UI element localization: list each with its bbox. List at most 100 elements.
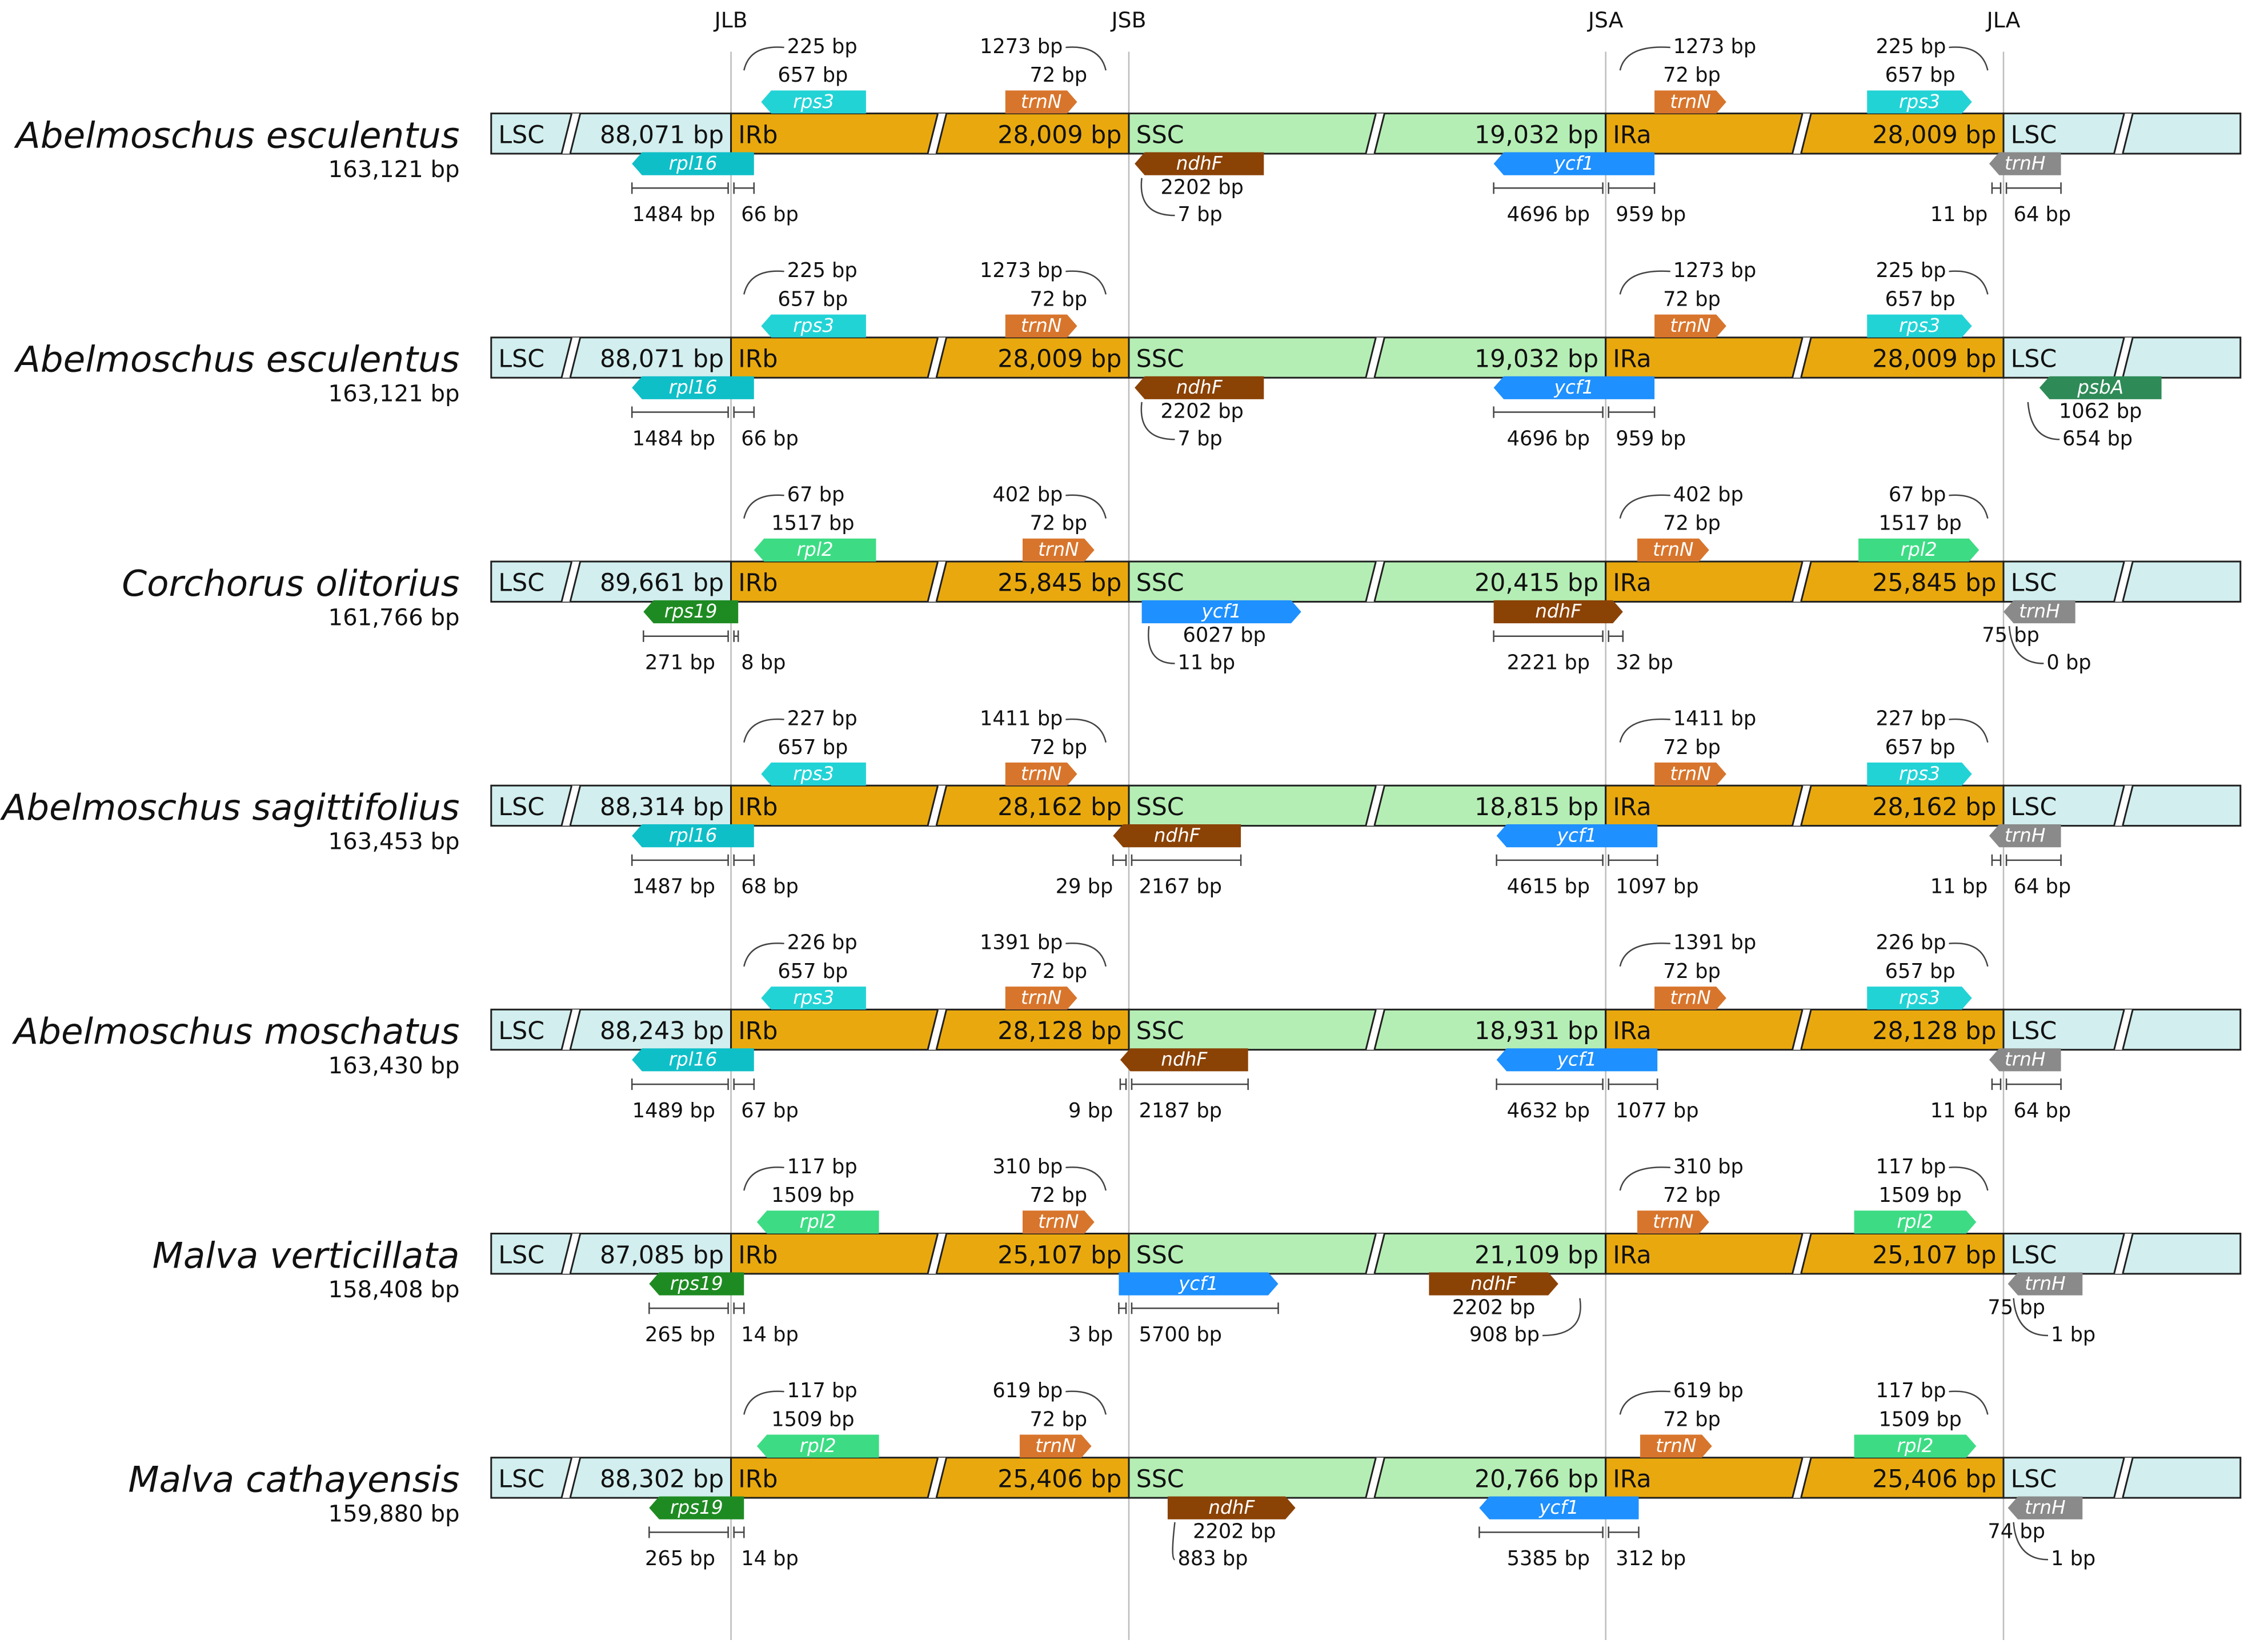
size-label: 1411 bp (1673, 707, 1756, 731)
break-mark (1792, 1457, 1812, 1498)
break-line (560, 337, 573, 378)
size-label: 1273 bp (980, 259, 1063, 282)
lsc-label: LSC (498, 1241, 544, 1269)
size-label: 1517 bp (1878, 512, 1961, 535)
pointer-curve (1065, 270, 1107, 295)
lsc-end-label: LSC (2011, 1241, 2057, 1269)
break-line (1365, 113, 1377, 154)
size-label: 657 bp (778, 960, 848, 983)
gene-label: rps3 (1899, 315, 1940, 336)
size-label: 8 bp (741, 651, 786, 675)
size-label: 227 bp (1876, 707, 1946, 731)
gene-label: rps19 (664, 600, 718, 622)
irb-length: 28,128 bp (997, 1017, 1121, 1045)
gene-label: rpl2 (800, 1435, 836, 1457)
pointer-curve (1619, 1166, 1670, 1191)
genome-size: 158,408 bp (328, 1277, 460, 1303)
gene-arrow (1654, 987, 1726, 1010)
break-line (2122, 1009, 2134, 1050)
ssc-length: 21,109 bp (1474, 1241, 1598, 1269)
size-label: 1273 bp (980, 35, 1063, 58)
size-label: 66 bp (741, 427, 799, 450)
junction-label-3: JLA (1986, 7, 2021, 33)
break-line (935, 1457, 948, 1498)
ira-label: IRa (1613, 1017, 1651, 1045)
break-line (1365, 1009, 1377, 1050)
ssc-length: 19,032 bp (1474, 345, 1598, 374)
break-line (1365, 1233, 1377, 1274)
genome-size: 163,453 bp (328, 829, 460, 855)
gene-arrow (1640, 1434, 1712, 1458)
lsc-label: LSC (498, 1017, 544, 1045)
lsc-length: 88,243 bp (600, 1017, 724, 1045)
ssc-length: 20,766 bp (1474, 1465, 1598, 1493)
break-line (927, 1233, 939, 1274)
pointer-curve (1140, 402, 1175, 440)
break-mark (2114, 1457, 2133, 1498)
size-label: 5700 bp (1139, 1323, 1222, 1346)
ira-length: 25,845 bp (1872, 569, 1996, 598)
irb-length: 25,107 bp (997, 1241, 1121, 1269)
size-label: 1484 bp (632, 203, 715, 226)
lsc-length: 88,071 bp (600, 345, 724, 374)
lsc-region (490, 784, 732, 827)
gene-arrow (1005, 987, 1077, 1010)
size-label: 1097 bp (1616, 875, 1698, 899)
pointer-curve (743, 494, 784, 519)
size-label: 72 bp (1663, 512, 1721, 535)
lsc-length: 87,085 bp (600, 1241, 724, 1269)
gene-arrow (649, 1272, 744, 1296)
break-line (927, 113, 939, 154)
break-line (927, 1009, 939, 1050)
gene-arrow (1989, 1048, 2061, 1072)
size-label: 1509 bp (1878, 1408, 1961, 1431)
break-line (2113, 1009, 2125, 1050)
size-label: 226 bp (787, 931, 857, 955)
junction-label-0: JLB (714, 7, 748, 33)
ssc-label: SSC (1136, 1241, 1184, 1269)
gene-arrow (756, 1434, 879, 1458)
ssc-label: SSC (1136, 345, 1184, 374)
gene-label: ndhF (1208, 1497, 1255, 1518)
lsc-label: LSC (498, 345, 544, 374)
pointer-curve (1619, 270, 1670, 295)
size-label: 6027 bp (1183, 624, 1265, 647)
break-line (2113, 785, 2125, 826)
size-label: 225 bp (787, 35, 857, 58)
break-line (1792, 1009, 1804, 1050)
ira-length: 28,162 bp (1872, 793, 1996, 821)
ssc-label: SSC (1136, 121, 1184, 149)
gene-label: trnN (1670, 315, 1710, 336)
break-line (569, 1457, 582, 1498)
pointer-curve (743, 46, 784, 71)
gene-label: rpl2 (1901, 539, 1937, 560)
break-line (1800, 561, 1812, 602)
size-label: 657 bp (778, 287, 848, 311)
ssc-length: 20,415 bp (1474, 569, 1598, 598)
break-line (1800, 337, 1812, 378)
gene-arrow (1005, 762, 1077, 786)
lsc-end-label: LSC (2011, 793, 2057, 821)
break-line (569, 561, 582, 602)
size-label: 1509 bp (771, 1408, 854, 1431)
break-line (1365, 785, 1377, 826)
size-label: 1411 bp (980, 707, 1063, 731)
size-label: 11 bp (1930, 1099, 1988, 1122)
lsc-label: LSC (498, 121, 544, 149)
ira-label: IRa (1613, 345, 1651, 374)
break-line (927, 337, 939, 378)
gene-label: trnN (1653, 539, 1693, 560)
break-line (1373, 1233, 1385, 1274)
gene-arrow (1135, 152, 1264, 175)
pointer-curve (1619, 494, 1670, 519)
gene-label: rps19 (670, 1497, 723, 1518)
gene-arrow (761, 987, 866, 1010)
gene-arrow (1989, 824, 2061, 848)
break-mark (2114, 1009, 2133, 1050)
gene-arrow (1637, 1210, 1709, 1234)
size-label: 68 bp (741, 875, 799, 899)
break-mark (2114, 785, 2133, 826)
pointer-curve (1619, 1390, 1670, 1415)
genome-size: 163,121 bp (328, 380, 460, 407)
